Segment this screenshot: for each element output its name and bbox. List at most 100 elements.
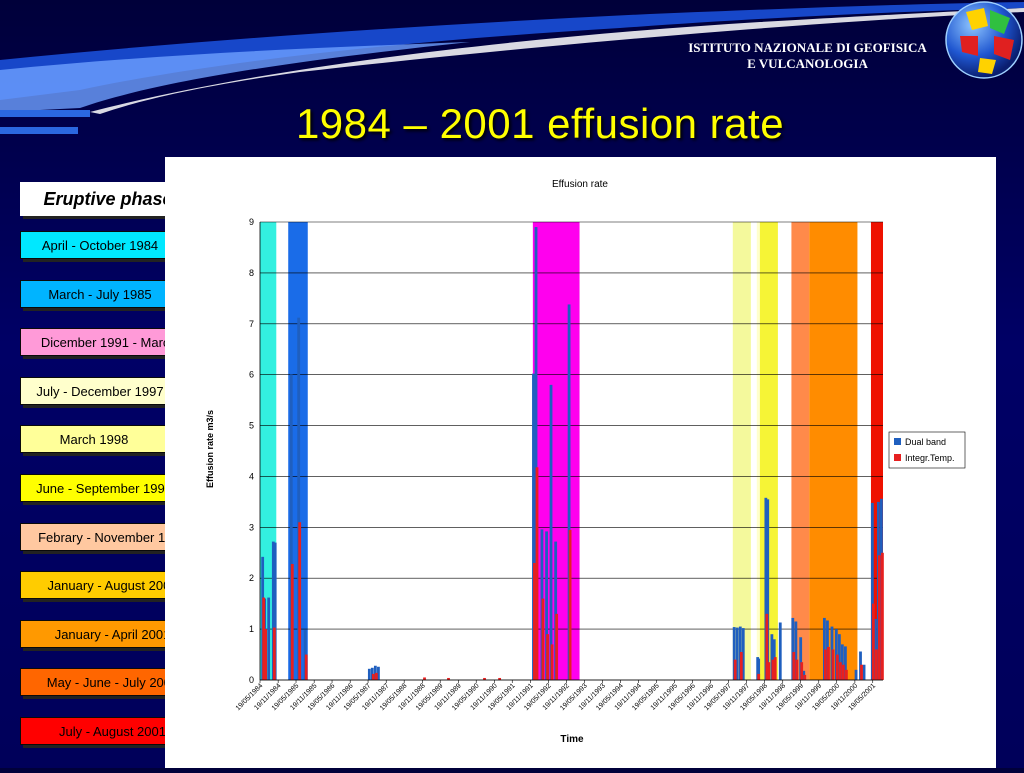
dual-band-bar [799,637,803,680]
phase-band-5 [756,222,760,680]
integr-temp-bar [827,646,830,680]
y-tick-label: 9 [249,217,254,227]
dual-band-bar [289,374,293,680]
legend-swatch [894,438,901,445]
integr-temp-bar [550,644,554,680]
y-tick-label: 5 [249,421,254,431]
effusion-rate-chart: 012345678919/05/198419/11/198419/05/1985… [205,179,966,745]
integr-temp-bar [272,627,276,680]
dual-band-bar [732,627,736,680]
integr-temp-bar [483,677,486,680]
chart-panel: 0 1 2 3 4 5 6 7 8 9 19/05/1984 19/11/1984 19/05/1985… [165,157,996,768]
institute-name: ISTITUTO NAZIONALE DI GEOFISICA E VULCAN… [660,40,955,72]
integr-temp-bar [831,649,835,680]
dual-band-bar [870,502,874,680]
bars [261,227,884,680]
gridlines [260,221,883,681]
y-axis-label: Effusion rate m3/s [205,410,215,488]
integr-temp-bar [835,654,839,680]
dual-band-bar [273,542,277,680]
dual-band-bar [741,628,745,680]
phase-band-8 [809,222,858,680]
integr-temp-bar [423,677,426,680]
dual-band-bar [854,669,858,680]
phase-band-4 [732,222,751,680]
integr-temp-bar [541,598,545,680]
dual-band-bar [567,304,571,680]
integr-temp-bar [546,634,549,680]
dual-band-bar [267,597,271,680]
y-tick-label: 1 [249,624,254,634]
dual-band-bar [844,646,847,680]
integr-temp-bar [568,529,572,680]
integr-temp-bar [290,563,294,680]
integr-temp-bar [498,677,502,680]
dual-band-bar [766,499,770,680]
dual-band-bar [794,621,798,680]
integr-temp-bar [374,672,378,680]
eruptive-phases-header: Eruptive phases [20,182,206,216]
integr-temp-bar [771,659,775,680]
dual-band-bar [840,644,844,680]
y-tick-label: 6 [249,370,254,380]
phase-6: June - September 1998 [20,474,188,502]
y-tick-label: 2 [249,573,254,583]
integr-temp-bar [767,662,771,680]
integr-temp-bar [739,652,743,680]
y-tick-label: 8 [249,268,254,278]
dual-band-bar [778,622,782,680]
slide-title: 1984 – 2001 effusion rate [295,100,785,147]
integr-temp-bar [871,603,875,680]
integr-temp-bar [533,562,536,680]
integr-temp-bar [264,629,268,680]
dual-band-bar [791,617,795,680]
phase-5: March 1998 [20,425,168,454]
integr-temp-bar [877,555,881,680]
integr-temp-bar [304,654,308,680]
dual-band-bar [534,227,538,680]
dual-band-bar [377,666,380,680]
integr-temp-bar [845,669,848,680]
dual-band-bar [545,531,548,680]
dual-band-bar [770,634,774,680]
dual-band-bar [757,658,761,680]
chart-legend: Dual band Integr.Temp. [888,431,966,469]
integr-temp-bar [757,673,761,680]
integr-temp-bar [371,673,375,680]
phase-band-6 [759,222,778,680]
legend-label: Dual band [905,437,946,447]
dual-band-bar [822,617,826,680]
integr-temp-bar [773,657,777,680]
dual-band-bar [837,634,841,680]
legend-box [888,431,966,469]
x-axis-label: Time [560,734,584,745]
integr-temp-bar [555,613,559,680]
integr-temp-bar [803,674,807,680]
y-tick-label: 4 [249,471,254,481]
integr-temp-bar [800,662,804,680]
y-tick-label: 7 [249,319,254,329]
phase-band-7 [791,222,810,680]
legend-label: Integr.Temp. [905,453,955,463]
integr-temp-bar [765,613,769,680]
integr-temp-bar [875,649,878,680]
dual-band-bar [764,497,768,680]
integr-temp-bar [447,677,450,680]
dual-band-bar [367,668,371,680]
integr-temp-bar [792,652,796,680]
dual-band-bar [532,373,535,680]
phase-2: March - July 1985 [20,279,180,308]
integr-temp-bar [298,522,302,680]
integr-temp-bar [733,659,737,680]
phase-4: July - December 1997 [20,376,180,405]
institute-line-1: ISTITUTO NAZIONALE DI GEOFISICA [688,40,927,55]
integr-temp-bar [795,659,799,680]
phase-bands [260,222,883,680]
dual-band-bar [735,627,739,680]
chart-title: Effusion rate [552,179,608,190]
dual-band-bar [271,541,275,680]
integr-temp-bar [860,664,863,680]
y-tick-label: 3 [249,522,254,532]
integr-temp-bar [262,597,266,680]
institute-globe-logo [945,1,1023,79]
